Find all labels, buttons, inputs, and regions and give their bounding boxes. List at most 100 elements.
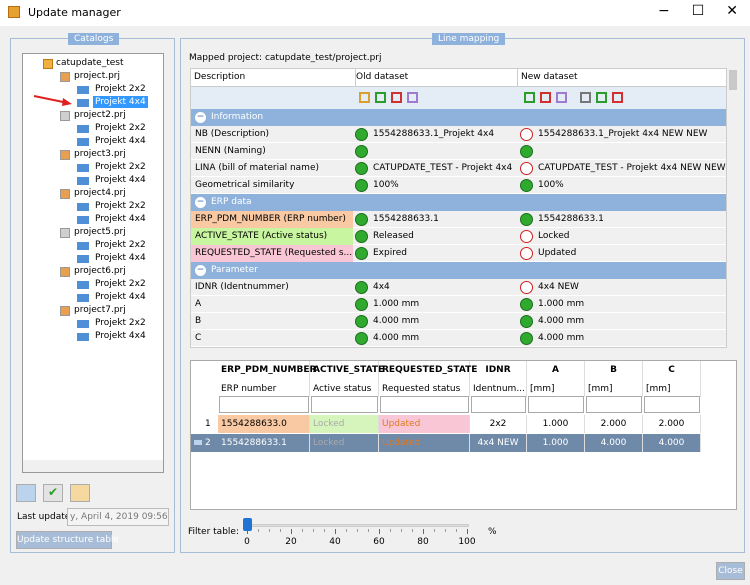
status-dot[interactable]	[355, 230, 368, 243]
part-node[interactable]: Projekt 2x2	[95, 240, 146, 250]
cell-value: CATUPDATE_TEST - Projekt 4x4	[373, 163, 513, 173]
row-label: IDNR (Identnummer)	[195, 282, 289, 292]
status-dot[interactable]	[520, 281, 533, 294]
part-node[interactable]: Projekt 4x4	[95, 253, 146, 263]
project-node[interactable]: project6.prj	[74, 266, 126, 276]
filter-input[interactable]	[471, 396, 526, 413]
toolbar-icon[interactable]	[596, 92, 607, 103]
part-icon	[77, 138, 89, 146]
filter-input[interactable]	[380, 396, 469, 413]
window-controls[interactable]: −☐✕	[658, 3, 750, 19]
column-header: IDNR	[470, 361, 527, 381]
project-node[interactable]: project7.prj	[74, 305, 126, 315]
title-bar: Update manager −☐✕	[0, 0, 750, 26]
status-dot[interactable]	[355, 315, 368, 328]
row-label: Geometrical similarity	[195, 180, 295, 190]
project-node[interactable]: project5.prj	[74, 227, 126, 237]
status-dot[interactable]	[355, 298, 368, 311]
project-node[interactable]: project3.prj	[74, 149, 126, 159]
part-node[interactable]: Projekt 2x2	[95, 201, 146, 211]
mapping-row	[191, 296, 726, 313]
tick-label: 100	[458, 537, 476, 547]
column-unit: ERP number	[218, 381, 310, 397]
status-dot[interactable]	[520, 213, 533, 226]
project-node[interactable]: project4.prj	[74, 188, 126, 198]
icon-bar	[191, 87, 726, 109]
part-node[interactable]: Projekt 4x4	[93, 96, 148, 108]
status-dot[interactable]	[520, 145, 533, 158]
part-node[interactable]: Projekt 4x4	[95, 175, 146, 185]
tree-root[interactable]: catupdate_test	[56, 58, 124, 68]
table-cell: Locked	[310, 434, 379, 452]
table-cell: 1.000	[527, 415, 585, 433]
status-dot[interactable]	[355, 281, 368, 294]
part-icon	[77, 164, 89, 172]
toolbar-icon[interactable]	[391, 92, 402, 103]
part-icon	[77, 177, 89, 185]
toolbar-icon[interactable]	[524, 92, 535, 103]
slider: 0 20 40 60 80 100	[243, 515, 476, 555]
cell-value: Updated	[538, 248, 577, 258]
column-header: Description	[191, 69, 356, 87]
status-dot[interactable]	[355, 145, 368, 158]
part-icon	[77, 255, 89, 263]
minor-tick	[258, 529, 259, 532]
part-node[interactable]: Projekt 4x4	[95, 136, 146, 146]
project-node[interactable]: project2.prj	[74, 110, 126, 120]
status-dot[interactable]	[520, 230, 533, 243]
tool-btn[interactable]	[70, 484, 90, 502]
toolbar-icon[interactable]	[612, 92, 623, 103]
close-button[interactable]: Close	[716, 562, 745, 580]
status-dot[interactable]	[355, 128, 368, 141]
toolbar-icon[interactable]	[556, 92, 567, 103]
tool-btn[interactable]	[16, 484, 36, 502]
status-dot[interactable]	[520, 179, 533, 192]
tool-btn[interactable]: ✔	[43, 484, 63, 502]
slider-thumb[interactable]	[243, 518, 252, 531]
minor-tick	[313, 529, 314, 532]
table-cell: 4x4 NEW	[470, 434, 527, 452]
status-dot[interactable]	[520, 128, 533, 141]
part-node[interactable]: Projekt 2x2	[95, 84, 146, 94]
collapse-icon[interactable]: −	[195, 112, 206, 123]
status-dot[interactable]	[355, 213, 368, 226]
status-dot[interactable]	[520, 315, 533, 328]
part-node[interactable]: Projekt 2x2	[95, 318, 146, 328]
part-node[interactable]: Projekt 2x2	[95, 123, 146, 133]
filter-input[interactable]	[644, 396, 700, 413]
part-node[interactable]: Projekt 2x2	[95, 162, 146, 172]
toolbar-icon[interactable]	[540, 92, 551, 103]
status-dot[interactable]	[355, 179, 368, 192]
toolbar-icon[interactable]	[407, 92, 418, 103]
status-dot[interactable]	[355, 247, 368, 260]
toolbar-icon[interactable]	[359, 92, 370, 103]
status-dot[interactable]	[520, 332, 533, 345]
row-label: ERP_PDM_NUMBER (ERP number)	[191, 211, 353, 228]
part-node[interactable]: Projekt 4x4	[95, 292, 146, 302]
part-node[interactable]: Projekt 4x4	[95, 331, 146, 341]
part-node[interactable]: Projekt 2x2	[95, 279, 146, 289]
minor-tick	[368, 529, 369, 532]
status-dot[interactable]	[520, 162, 533, 175]
status-dot[interactable]	[520, 298, 533, 311]
filter-input[interactable]	[586, 396, 642, 413]
cell-value: 1554288633.1_Projekt 4x4	[373, 129, 495, 139]
tree-icon	[60, 228, 70, 238]
filter-input[interactable]	[311, 396, 378, 413]
filter-input[interactable]	[528, 396, 584, 413]
part-node[interactable]: Projekt 4x4	[95, 214, 146, 224]
collapse-icon[interactable]: −	[195, 197, 206, 208]
scroll-thumb[interactable]	[729, 70, 737, 90]
filter-input[interactable]	[219, 396, 309, 413]
toolbar-icon[interactable]	[580, 92, 591, 103]
update-button[interactable]: Update structure table	[16, 531, 119, 549]
status-dot[interactable]	[355, 162, 368, 175]
table-row[interactable]	[191, 434, 701, 452]
status-dot[interactable]	[355, 332, 368, 345]
toolbar-icon[interactable]	[375, 92, 386, 103]
row-number: 2	[205, 438, 211, 448]
project-node[interactable]: project.prj	[74, 71, 121, 81]
status-dot[interactable]	[520, 247, 533, 260]
column-header: A	[527, 361, 585, 381]
collapse-icon[interactable]: −	[195, 265, 206, 276]
